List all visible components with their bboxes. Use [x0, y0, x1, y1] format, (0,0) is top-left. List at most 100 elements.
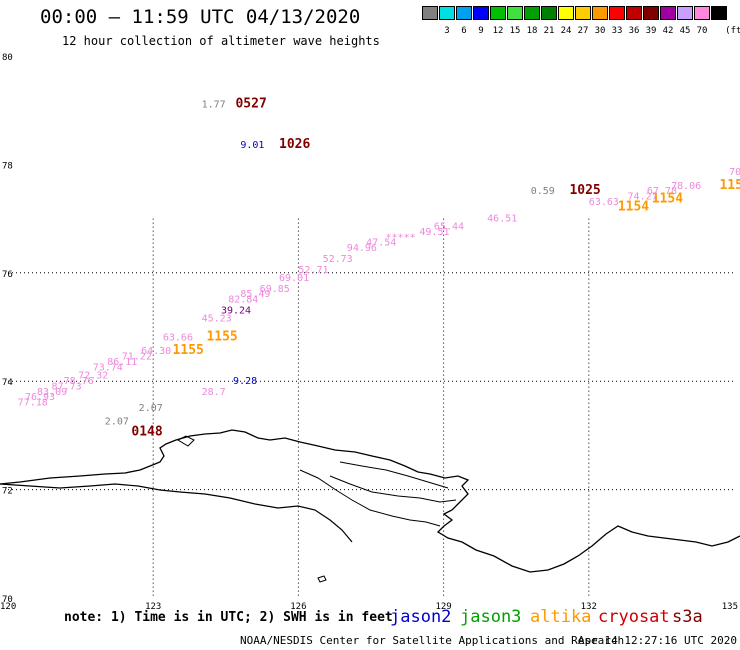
wave-height-label: 1154: [652, 191, 683, 206]
map-title: 00:00 – 11:59 UTC 04/13/2020: [40, 6, 361, 28]
legend-swatch: [541, 6, 557, 20]
wave-height-label: 115: [719, 178, 740, 193]
note-text: note: 1) Time is in UTC; 2) SWH is in fe…: [64, 610, 393, 625]
wave-height-label: 2.07: [105, 417, 129, 428]
lon-tick-label: 135: [722, 602, 738, 612]
legend-label: 70: [696, 26, 708, 36]
lon-tick-label: 126: [290, 602, 306, 612]
wave-height-label: 9.28: [233, 376, 257, 387]
wave-height-label: 65.44: [434, 221, 464, 232]
legend-swatch: [439, 6, 455, 20]
legend-swatch: [473, 6, 489, 20]
wave-height-label: *****: [386, 232, 416, 243]
wave-height-label: 83.09: [37, 387, 67, 398]
coastline-main: [0, 429, 740, 573]
wave-height-label: 1026: [279, 137, 310, 152]
legend-label: 30: [594, 26, 606, 36]
legend-label: 33: [611, 26, 623, 36]
satellite-label-s3a: s3a: [672, 607, 703, 627]
coastline: [0, 429, 740, 583]
island-small: [176, 435, 195, 447]
wave-height-label: 63.63: [589, 197, 619, 208]
lat-tick-label: 78: [2, 161, 13, 171]
legend-unit: (ft): [725, 26, 740, 36]
footer-agency: NOAA/NESDIS Center for Satellite Applica…: [240, 634, 625, 647]
legend-swatch: [643, 6, 659, 20]
legend-swatch: [711, 6, 727, 20]
legend-label: 6: [461, 26, 467, 36]
lat-lon-grid: [8, 218, 734, 598]
lat-tick-label: 74: [2, 378, 13, 388]
wave-height-label: 1154: [618, 199, 649, 214]
wave-height-label: 70: [729, 167, 740, 178]
legend-swatch: [524, 6, 540, 20]
wave-height-label: 63.66: [163, 333, 193, 344]
wave-height-label: 0527: [235, 96, 266, 111]
wave-height-label: 64.30: [141, 346, 171, 357]
wave-height-label: 49.51: [419, 227, 449, 238]
coastline-south-bay: [0, 483, 353, 543]
map-subtitle: 12 hour collection of altimeter wave hei…: [62, 34, 380, 48]
satellite-label-jason2: jason2: [390, 607, 452, 627]
wave-height-label: 94.96: [347, 243, 377, 254]
wave-height-label: 69.01: [279, 273, 309, 284]
wave-height-label: 47.54: [366, 238, 396, 249]
wave-height-label: 28.7: [202, 387, 226, 398]
legend-swatch: [592, 6, 608, 20]
legend-swatch: [507, 6, 523, 20]
legend-label: 12: [492, 26, 504, 36]
wave-height-label: 78.06: [671, 181, 701, 192]
wave-height-label: 72.32: [78, 370, 108, 381]
legend-swatch: [626, 6, 642, 20]
wave-height-label: 1155: [173, 343, 204, 358]
legend-label: 39: [645, 26, 657, 36]
wave-height-label: 87.73: [52, 381, 82, 392]
wave-height-label: 86.11: [107, 357, 137, 368]
legend-label: 45: [679, 26, 691, 36]
lon-tick-label: 132: [581, 602, 597, 612]
wave-height-label: 0.59: [531, 186, 555, 197]
wave-height-label: 78.76: [64, 376, 94, 387]
legend-swatch: [422, 6, 438, 20]
legend-label: 3: [444, 26, 450, 36]
wave-height-label: 73.74: [93, 362, 123, 373]
wave-height-label: 71.22: [122, 352, 152, 363]
legend-label: 21: [543, 26, 555, 36]
lon-tick-label: 120: [0, 602, 16, 612]
satellite-label-jason3: jason3: [460, 607, 522, 627]
wave-height-label: 9.01: [240, 140, 264, 151]
legend-swatch: [490, 6, 506, 20]
wave-height-label: 67.78: [647, 186, 677, 197]
legend-label: 42: [662, 26, 674, 36]
wave-height-label: 1.77: [202, 99, 226, 110]
wave-height-label: 52.73: [323, 254, 353, 265]
legend-swatch: [677, 6, 693, 20]
lon-tick-label: 123: [145, 602, 161, 612]
legend-swatch: [694, 6, 710, 20]
legend-swatch: [575, 6, 591, 20]
legend-swatch: [609, 6, 625, 20]
wave-height-label: 39.24: [221, 305, 251, 316]
wave-height-label: 52.71: [298, 265, 328, 276]
legend-label: 9: [478, 26, 484, 36]
legend-label: 36: [628, 26, 640, 36]
wave-height-label: 1155: [206, 330, 237, 345]
wave-height-label: 74.27: [628, 192, 658, 203]
legend-swatch: [456, 6, 472, 20]
lat-tick-label: 72: [2, 487, 13, 497]
legend-label: 27: [577, 26, 589, 36]
wave-height-label: 45.23: [202, 314, 232, 325]
wave-height-label: 85.49: [240, 289, 270, 300]
wave-height-label: 1025: [569, 183, 600, 198]
legend-label: 24: [560, 26, 572, 36]
wave-height-label: 2.07: [139, 403, 163, 414]
wave-height-label: 77.18: [18, 398, 48, 409]
lat-tick-label: 70: [2, 595, 13, 605]
wave-height-label: 76.93: [25, 392, 55, 403]
legend-swatch: [558, 6, 574, 20]
lat-tick-label: 80: [2, 53, 13, 63]
wave-height-label: 69.85: [260, 284, 290, 295]
